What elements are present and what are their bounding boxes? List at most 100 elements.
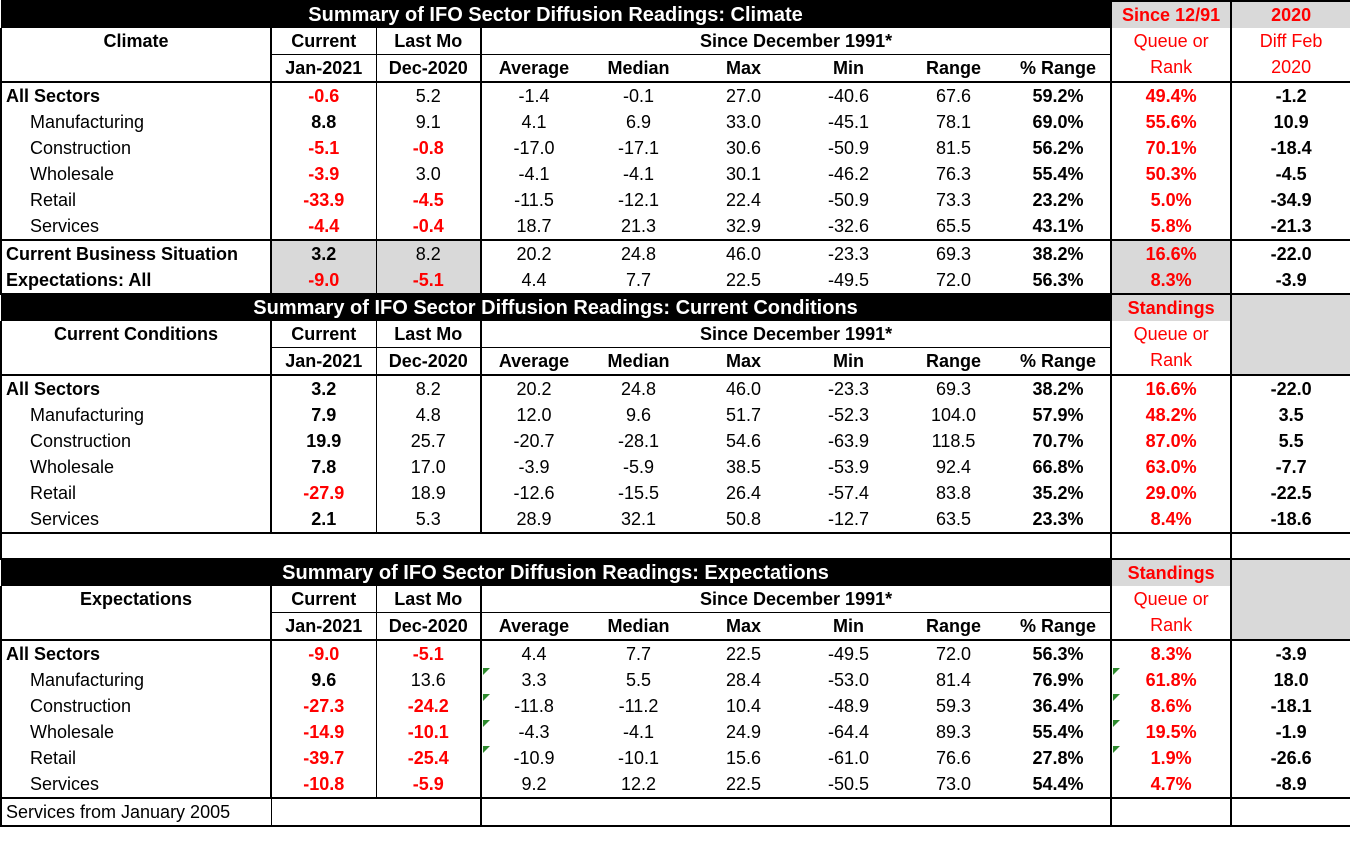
climate-row-lastmo: 9.1: [375, 109, 481, 135]
conditions-row-range: 118.5: [931, 430, 976, 451]
climate-row-diff: -21.3: [1230, 213, 1350, 240]
conditions-row-current: 7.8: [270, 454, 376, 480]
spacer-cell: [901, 533, 1006, 559]
expectations-row-max: 28.4: [725, 669, 762, 690]
expectations-row-range: 73.0: [901, 771, 1006, 799]
climate-row-max: 30.1: [725, 163, 762, 184]
climate-row-rank: 16.6%: [1110, 239, 1232, 267]
climate-row-median: 7.7: [586, 267, 691, 295]
expectations-row-max: 24.9: [725, 721, 762, 742]
conditions-row-name: Wholesale: [0, 454, 271, 480]
footnote-blank: [1230, 798, 1350, 827]
expectations-row-current: -27.3: [270, 693, 376, 719]
spacer-row: [0, 533, 1350, 559]
conditions-table-row: Construction 19.9 25.7 -20.7 -28.1 54.6 -63.9 1…: [0, 428, 1350, 454]
conditions-row-rank: 87.0%: [1110, 428, 1232, 454]
conditions-row-max: 51.7: [725, 404, 762, 425]
climate-diff-year: 2020: [1230, 54, 1350, 83]
footnote-blank: [901, 798, 1006, 827]
conditions-row-lastmo: 18.9: [375, 480, 481, 506]
conditions-row-current: 19.9: [270, 428, 376, 454]
climate-row-max: 33.0: [725, 111, 762, 132]
climate-row-current: -4.4: [270, 213, 376, 240]
conditions-row-median: -5.9: [622, 456, 655, 477]
conditions-row-max: 46.0: [725, 378, 762, 399]
expectations-blank-grey-2: [1230, 586, 1350, 613]
climate-row-range: 78.1: [935, 111, 972, 132]
expectations-row-rank: 8.6%: [1110, 693, 1232, 719]
climate-row-header: Climate: [0, 28, 271, 55]
climate-row-range: 73.3: [935, 189, 972, 210]
footnote-blank: [376, 798, 481, 827]
conditions-table-row: Services 2.1 5.3 28.9 32.1 50.8 -12.7 63.5 23.3%…: [0, 506, 1350, 534]
conditions-row-min: -52.3: [827, 404, 870, 425]
expectations-col-max: Max: [691, 612, 796, 641]
conditions-row-range: 63.5: [901, 506, 1006, 534]
conditions-row-current: 7.9: [270, 402, 376, 428]
conditions-row-diff: -22.0: [1230, 375, 1350, 402]
climate-row-pct-range: 69.0%: [1032, 111, 1084, 132]
expectations-header-row-2: Jan-2021 Dec-2020 Average Median Max Min Range…: [0, 612, 1350, 641]
spacer-cell: [796, 533, 901, 559]
expectations-row-min: -50.5: [796, 771, 901, 799]
conditions-row-pct-range: 70.7%: [1032, 430, 1084, 451]
climate-row-average: 18.7: [480, 213, 586, 240]
expectations-row-rank: 4.7%: [1110, 771, 1232, 799]
climate-row-median: -12.1: [617, 189, 660, 210]
climate-row-rank: 50.3%: [1110, 161, 1232, 187]
climate-row-median: -0.1: [622, 85, 655, 106]
climate-col-max: Max: [691, 54, 796, 83]
expectations-row-diff: -3.9: [1230, 640, 1350, 667]
climate-row-diff: -1.2: [1230, 82, 1350, 109]
expectations-row-min: -49.5: [827, 643, 870, 664]
climate-row-average: -4.1: [480, 161, 586, 187]
climate-row-median: 6.9: [625, 111, 652, 132]
climate-row-diff: -3.9: [1230, 267, 1350, 295]
expectations-row-range: 81.4: [935, 669, 972, 690]
conditions-col-range: Range: [901, 347, 1006, 376]
footnote-blank: [796, 798, 901, 827]
expectations-row-diff: -18.1: [1230, 693, 1350, 719]
footnote-blank: [691, 798, 796, 827]
expectations-row-diff: -26.6: [1230, 745, 1350, 771]
expectations-row-median: -4.1: [622, 721, 655, 742]
climate-row-range: 81.5: [935, 137, 972, 158]
climate-blank: [0, 54, 271, 83]
footnote-blank: [586, 798, 691, 827]
footnote-blank: [1006, 798, 1112, 827]
conditions-table-row: Wholesale 7.8 17.0 -3.9 -5.9 38.5 -53.9 92.4 66.…: [0, 454, 1350, 480]
climate-table-row: Wholesale -3.9 3.0 -4.1 -4.1 30.1 -46.2 76.3 55.…: [0, 161, 1350, 187]
conditions-row-name: Manufacturing: [0, 402, 271, 428]
climate-row-diff: 10.9: [1230, 109, 1350, 135]
conditions-row-diff: -18.6: [1230, 506, 1350, 534]
climate-title-row: Summary of IFO Sector Diffusion Readings…: [1, 0, 1350, 28]
conditions-title-row: Summary of IFO Sector Diffusion Readings…: [1, 293, 1350, 321]
expectations-row-name: Construction: [0, 693, 271, 719]
expectations-row-max: 22.5: [725, 643, 762, 664]
conditions-row-max: 38.5: [725, 456, 762, 477]
climate-row-min: -50.9: [827, 137, 870, 158]
climate-col-average: Average: [480, 54, 586, 83]
climate-row-lastmo: 5.2: [375, 82, 481, 109]
expectations-row-average: -10.9: [480, 745, 586, 771]
expectations-row-range: 89.3: [935, 721, 972, 742]
conditions-lastmo-date: Dec-2020: [375, 347, 481, 376]
expectations-row-current: 9.6: [270, 667, 376, 693]
expectations-table-row: Wholesale -14.9 -10.1 -4.3 -4.1 24.9 -64.4 89.3…: [0, 719, 1350, 745]
climate-header-row-1: Climate Current Last Mo Since December 1991…: [0, 28, 1350, 55]
conditions-row-median: 24.8: [620, 378, 657, 399]
expectations-row-diff: -8.9: [1230, 771, 1350, 799]
conditions-row-rank: 8.4%: [1110, 506, 1232, 534]
climate-row-lastmo: -0.4: [375, 213, 481, 240]
conditions-row-lastmo: 5.3: [375, 506, 481, 534]
climate-row-name: Construction: [0, 135, 271, 161]
expectations-row-pct-range: 55.4%: [1032, 721, 1084, 742]
footnote-blank: [1110, 798, 1232, 827]
conditions-row-average: -3.9: [480, 454, 586, 480]
expectations-row-name: Services: [0, 771, 271, 799]
expectations-row-max: 15.6: [725, 747, 762, 768]
climate-row-name: Retail: [0, 187, 271, 213]
conditions-lastmo-label: Last Mo: [375, 321, 481, 348]
climate-col-median: Median: [586, 54, 691, 83]
climate-row-rank: 8.3%: [1110, 267, 1232, 295]
